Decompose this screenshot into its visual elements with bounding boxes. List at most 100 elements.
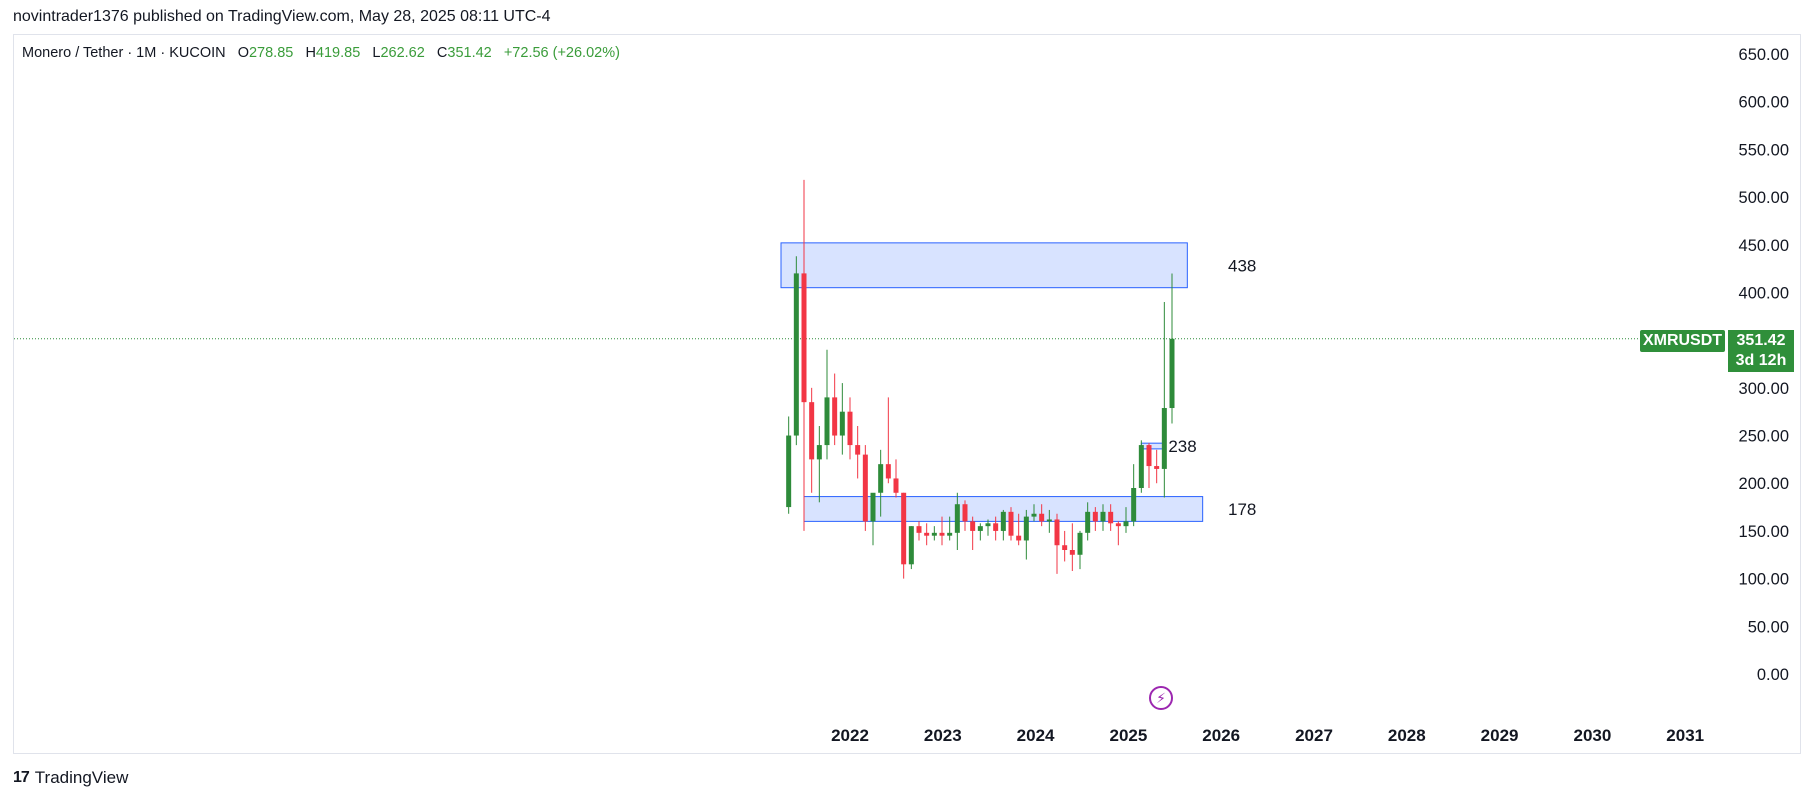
x-tick-label: 2027 (1295, 726, 1333, 745)
candle-body (1092, 511, 1098, 522)
x-tick-label: 2029 (1481, 726, 1519, 745)
candle-body (839, 411, 845, 436)
change-value: +72.56 (+26.02%) (503, 45, 620, 61)
candle-body (1077, 532, 1083, 555)
y-tick-label: 650.00 (1739, 46, 1789, 64)
candle-body (1062, 545, 1068, 550)
candle-body (916, 526, 922, 533)
symbol-legend: Monero / Tether · 1M · KUCOIN O278.85 H4… (22, 45, 620, 61)
candle-body (908, 526, 914, 565)
zone-rect (1140, 442, 1165, 450)
low-value: 262.62 (380, 45, 425, 61)
published-line: novintrader1376 published on TradingView… (13, 8, 551, 25)
candle-body (793, 273, 799, 436)
x-tick-label: 2026 (1202, 726, 1240, 745)
candle-body (801, 273, 807, 403)
candle-body (947, 532, 953, 536)
candle-body (870, 492, 876, 522)
footer-brand[interactable]: 17 TradingView (13, 768, 128, 788)
close-label: C (436, 45, 448, 61)
candle-body (809, 402, 815, 460)
candle-body (1108, 511, 1114, 524)
zone-label: 438 (1228, 256, 1256, 275)
zone-label: 178 (1228, 500, 1256, 519)
candle-body (1146, 445, 1152, 467)
last-price-label: 351.42 (1736, 332, 1786, 349)
close-value: 351.42 (447, 45, 492, 61)
y-tick-label: 500.00 (1739, 189, 1789, 207)
y-tick-label: 600.00 (1739, 94, 1789, 112)
candle-body (1023, 516, 1029, 541)
y-tick-label: 300.00 (1739, 380, 1789, 398)
x-tick-label: 2031 (1666, 726, 1704, 745)
y-tick-label: 550.00 (1739, 141, 1789, 159)
candle-body (985, 523, 991, 527)
symbol-price-tag: XMRUSDT (1640, 330, 1725, 352)
candle-body (832, 397, 838, 436)
candle-body (954, 504, 960, 533)
candle-body (847, 411, 853, 446)
countdown-label: 3d 12h (1735, 352, 1787, 369)
candle-body (1031, 513, 1037, 517)
x-tick-label: 2025 (1109, 726, 1147, 745)
x-tick-label: 2024 (1017, 726, 1055, 745)
symbol-info[interactable]: Monero / Tether · 1M · KUCOIN (22, 45, 226, 61)
x-tick-label: 2023 (924, 726, 962, 745)
candle-body (939, 532, 945, 536)
candle-body (855, 445, 861, 455)
candle-body (1138, 445, 1144, 488)
candle-body (977, 526, 983, 531)
symbol-tag-label: XMRUSDT (1642, 332, 1723, 349)
y-tick-label: 100.00 (1739, 571, 1789, 589)
candle-body (1054, 519, 1060, 546)
candle-body (1008, 511, 1014, 536)
candle-body (901, 492, 907, 565)
candle-body (1039, 513, 1045, 522)
y-tick-label: 200.00 (1739, 475, 1789, 493)
candle-body (1169, 338, 1175, 409)
candle-body (993, 523, 999, 531)
y-tick-label: 150.00 (1739, 523, 1789, 541)
open-value: 278.85 (248, 45, 294, 61)
high-value: 419.85 (315, 45, 361, 61)
y-tick-label: 450.00 (1739, 237, 1789, 255)
lightning-icon[interactable]: ⚡ (1149, 686, 1173, 710)
candle-body (1161, 408, 1167, 469)
candle-body (970, 521, 976, 531)
candle-body (878, 464, 884, 493)
x-tick-label: 2030 (1573, 726, 1611, 745)
candle-body (962, 504, 968, 522)
candle-body (1115, 523, 1121, 527)
candle-body (931, 532, 937, 536)
candle-body (1085, 511, 1091, 533)
candle-body (1131, 488, 1137, 522)
candle-body (885, 464, 891, 479)
candle-body (1123, 521, 1129, 527)
candle-body (1046, 519, 1052, 522)
chart-pane[interactable] (13, 34, 1801, 754)
y-tick-label: 0.00 (1757, 666, 1789, 684)
zone-label: 238 (1168, 437, 1196, 456)
tradingview-logo-icon: 17 (13, 769, 30, 786)
candle-body (1069, 550, 1075, 555)
brand-name: TradingView (34, 768, 129, 787)
candle-body (1000, 511, 1006, 531)
last-price-tag: 351.42 3d 12h (1728, 330, 1794, 372)
open-label: O (237, 45, 249, 61)
y-tick-label: 50.00 (1748, 618, 1789, 636)
y-tick-label: 400.00 (1739, 284, 1789, 302)
y-tick-label: 250.00 (1739, 428, 1789, 446)
x-tick-label: 2022 (831, 726, 869, 745)
candle-body (893, 478, 899, 493)
candle-body (924, 532, 930, 536)
candle-body (862, 454, 868, 522)
candle-body (816, 445, 822, 460)
candle-body (1016, 535, 1022, 541)
zone-rect (780, 242, 1188, 289)
candle-body (1100, 511, 1106, 522)
low-label: L (372, 45, 381, 61)
candle-body (1154, 466, 1160, 469)
candle-body (824, 397, 830, 446)
x-tick-label: 2028 (1388, 726, 1426, 745)
